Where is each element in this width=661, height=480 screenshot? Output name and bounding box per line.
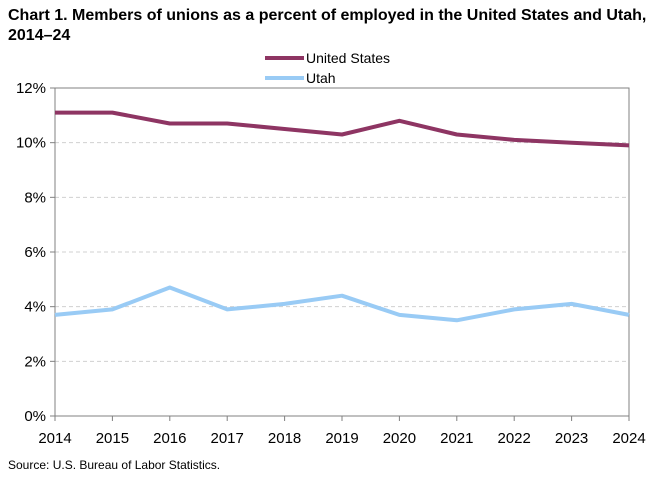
y-tick-label: 8% [24,189,46,206]
y-tick-label: 4% [24,299,46,316]
legend-label-united-states: United States [306,50,390,66]
legend: United States Utah [265,50,390,86]
x-tick-label: 2014 [38,430,71,447]
y-axis-ticks: 0% 2% 4% 6% 8% 10% 12% [16,80,55,425]
x-tick-label: 2020 [383,430,416,447]
series-line-utah [54,285,630,323]
series-lines [54,110,630,323]
x-tick-label: 2023 [555,430,588,447]
x-tick-label: 2021 [440,430,473,447]
chart-title: Chart 1. Members of unions as a percent … [8,7,647,44]
series-line-united-states [55,110,630,148]
y-tick-label: 10% [16,135,46,152]
y-tick-label: 6% [24,244,46,261]
x-axis-ticks: 2014 2015 2016 2017 2018 2019 2020 2021 2022 2023… [38,416,646,447]
legend-label-utah: Utah [306,70,336,86]
x-tick-label: 2017 [211,430,244,447]
x-tick-label: 2015 [96,430,129,447]
x-tick-label: 2019 [325,430,358,447]
y-tick-label: 2% [24,353,46,370]
x-tick-label: 2018 [268,430,301,447]
x-tick-label: 2016 [153,430,186,447]
y-tick-label: 0% [24,408,46,425]
gridlines [55,142,629,362]
source-note: Source: U.S. Bureau of Labor Statistics. [8,458,221,472]
y-tick-label: 12% [16,80,46,97]
x-tick-label: 2022 [498,430,531,447]
x-tick-label: 2024 [612,430,645,447]
